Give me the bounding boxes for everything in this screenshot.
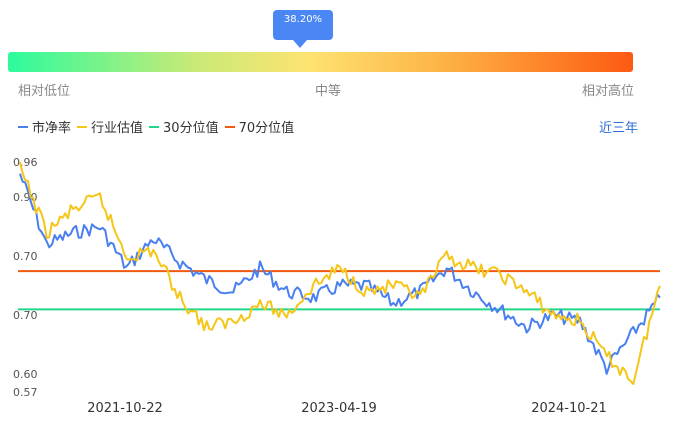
legend-label: 市净率	[32, 121, 72, 136]
y-tick-label: 0.96	[13, 156, 38, 169]
chart-legend: 市净率 行业估值 30分位值 70分位值	[18, 117, 300, 136]
legend-swatch-icon	[149, 125, 160, 128]
legend-item-p30[interactable]: 30分位值	[149, 117, 219, 136]
legend-label: 行业估值	[91, 121, 144, 136]
y-tick-label: 0.70	[13, 309, 38, 322]
y-tick-label: 0.60	[13, 368, 38, 381]
legend-item-pb[interactable]: 市净率	[18, 117, 71, 136]
legend-swatch-icon	[224, 125, 235, 128]
y-tick-label: 0.70	[13, 250, 38, 263]
scale-low-label: 相对低位	[18, 84, 71, 99]
legend-label: 70分位值	[238, 121, 295, 136]
y-tick-label: 0.90	[13, 191, 38, 204]
percentile-tooltip: 38.20%	[273, 10, 333, 40]
series-line-industry	[19, 161, 661, 385]
scale-high-label: 相对高位	[582, 84, 635, 99]
x-tick-label: 2024-10-21	[531, 401, 607, 416]
x-tick-label: 2023-04-19	[301, 401, 377, 416]
range-selector-button[interactable]: 近三年	[599, 121, 639, 136]
y-tick-label: 0.57	[13, 386, 38, 399]
legend-swatch-icon	[77, 125, 88, 128]
percentile-value: 38.20%	[283, 14, 323, 25]
scale-mid-label: 中等	[315, 84, 342, 99]
valuation-gradient-bar	[8, 52, 633, 72]
x-tick-label: 2021-10-22	[87, 401, 163, 416]
legend-swatch-icon	[18, 125, 28, 128]
legend-label: 30分位值	[163, 121, 219, 136]
tooltip-pointer-icon	[293, 40, 307, 48]
legend-item-industry[interactable]: 行业估值	[77, 117, 143, 136]
series-line-pb	[19, 173, 661, 375]
legend-item-p70[interactable]: 70分位值	[224, 117, 295, 136]
